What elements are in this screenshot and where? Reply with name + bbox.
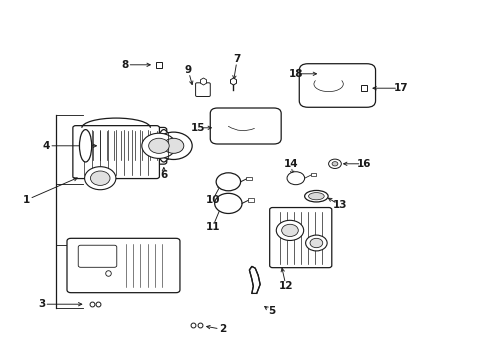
FancyBboxPatch shape	[210, 108, 281, 144]
Text: 12: 12	[278, 281, 293, 291]
Ellipse shape	[79, 130, 92, 162]
Polygon shape	[249, 266, 260, 293]
Circle shape	[281, 224, 298, 237]
FancyBboxPatch shape	[73, 126, 159, 179]
Circle shape	[309, 238, 322, 248]
Text: 16: 16	[356, 159, 371, 169]
Text: 13: 13	[332, 200, 346, 210]
FancyBboxPatch shape	[299, 64, 375, 107]
Ellipse shape	[308, 193, 324, 200]
Circle shape	[155, 132, 192, 159]
Text: 5: 5	[267, 306, 274, 316]
Text: 3: 3	[38, 299, 45, 309]
Text: 9: 9	[184, 65, 191, 75]
Circle shape	[148, 138, 169, 153]
Text: 6: 6	[160, 170, 167, 180]
Circle shape	[305, 235, 326, 251]
Circle shape	[276, 220, 303, 240]
Circle shape	[163, 138, 183, 153]
Circle shape	[286, 172, 304, 185]
Ellipse shape	[157, 130, 170, 162]
FancyBboxPatch shape	[78, 245, 117, 267]
Text: 15: 15	[190, 123, 205, 133]
Text: 2: 2	[219, 324, 225, 334]
Ellipse shape	[304, 190, 327, 202]
Text: 1: 1	[23, 195, 30, 205]
Circle shape	[331, 162, 337, 166]
Text: 7: 7	[233, 54, 241, 64]
Circle shape	[214, 193, 242, 213]
Bar	[246, 177, 252, 180]
Text: 10: 10	[205, 195, 220, 205]
Text: 14: 14	[283, 159, 298, 169]
Bar	[310, 173, 316, 176]
FancyBboxPatch shape	[195, 83, 210, 96]
Circle shape	[84, 167, 116, 190]
Circle shape	[216, 173, 240, 191]
Text: 11: 11	[205, 222, 220, 232]
Circle shape	[90, 171, 110, 185]
FancyBboxPatch shape	[67, 238, 180, 293]
Circle shape	[328, 159, 341, 168]
Text: 8: 8	[121, 60, 128, 70]
Text: 4: 4	[42, 141, 50, 151]
Circle shape	[142, 133, 176, 158]
Text: 18: 18	[288, 69, 303, 79]
FancyBboxPatch shape	[82, 127, 166, 164]
Bar	[247, 198, 253, 202]
Text: 17: 17	[393, 83, 407, 93]
FancyBboxPatch shape	[269, 207, 331, 268]
